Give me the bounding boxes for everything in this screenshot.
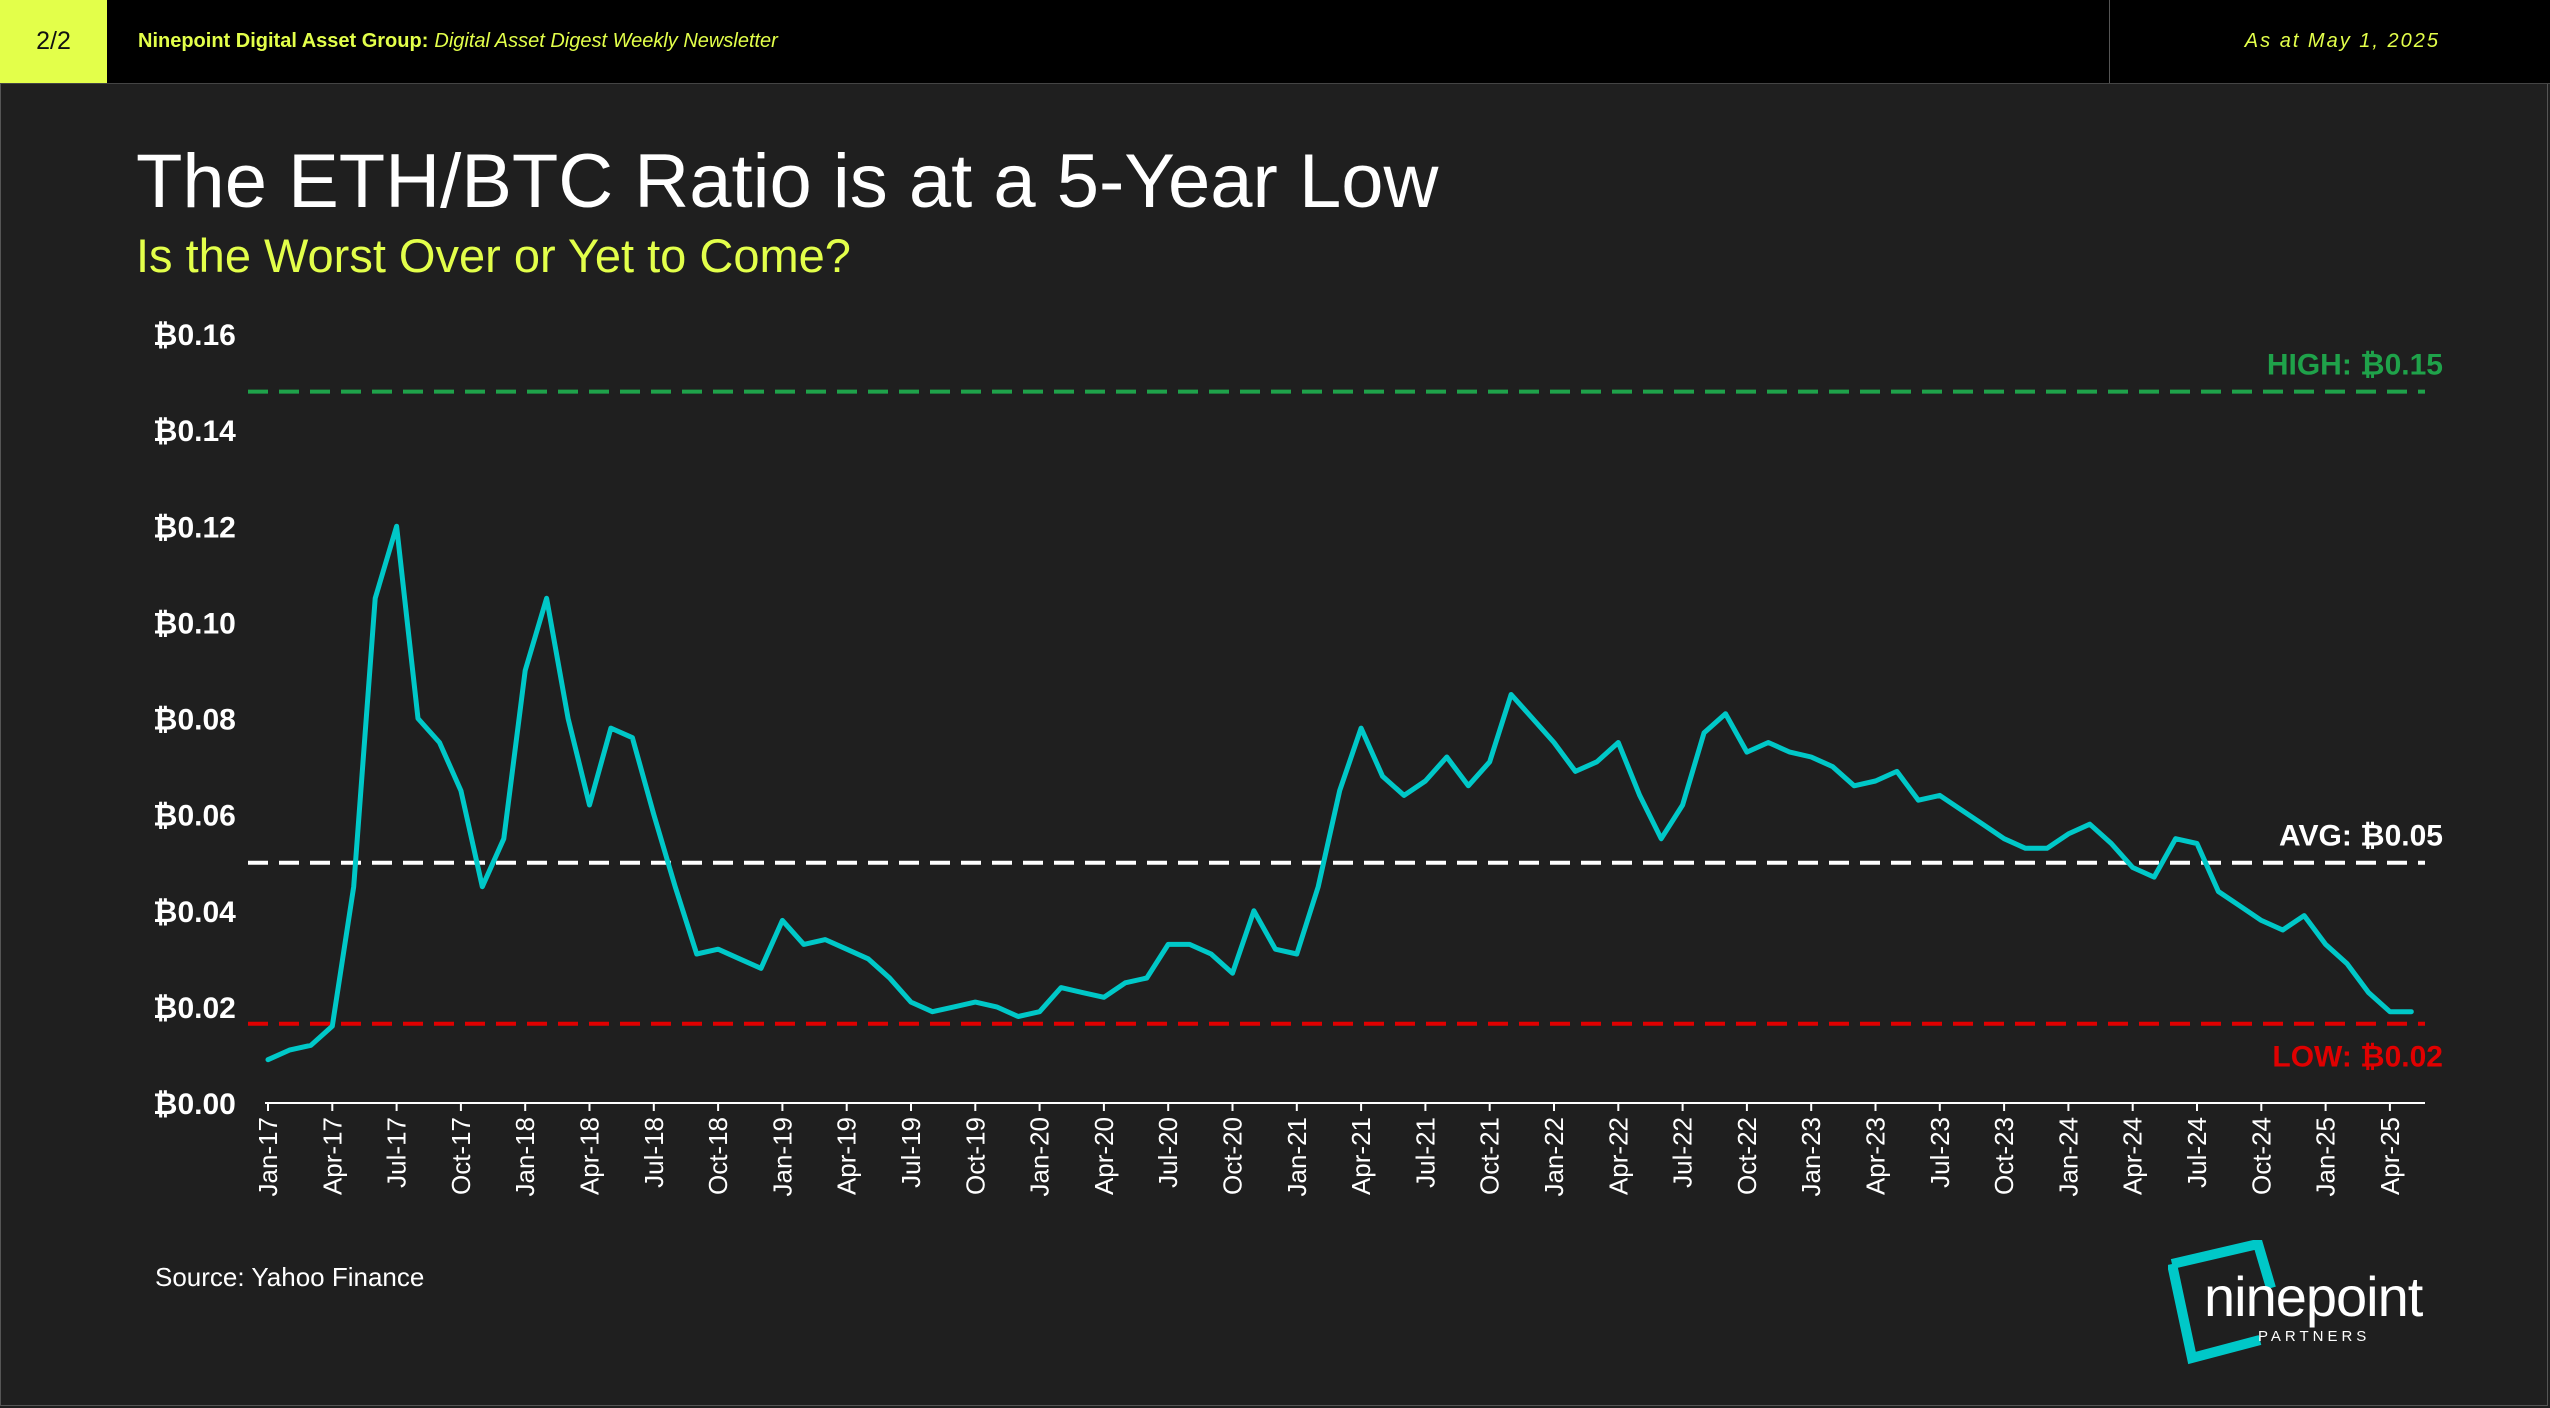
x-tick-label: Oct-20 (1218, 1117, 1248, 1195)
newsletter-title: Ninepoint Digital Asset Group: Digital As… (138, 0, 778, 83)
ninepoint-logo: ninepoint PARTNERS (2168, 1240, 2458, 1365)
x-tick-label: Jan-24 (2053, 1117, 2083, 1197)
header-divider (2109, 0, 2110, 83)
x-tick-label: Oct-22 (1732, 1117, 1762, 1195)
organization-name: Ninepoint Digital Asset Group (138, 30, 422, 52)
x-tick-label: Apr-20 (1089, 1117, 1119, 1195)
x-tick-label: Oct-24 (2246, 1117, 2276, 1195)
header-bar: 2/2 Ninepoint Digital Asset Group: Digita… (0, 0, 2550, 84)
slide-subtitle: Is the Worst Over or Yet to Come? (136, 229, 851, 282)
x-tick-label: Jul-19 (896, 1117, 926, 1188)
y-tick-label: ₿0.12 (153, 511, 236, 544)
x-tick-label: Jan-20 (1025, 1117, 1055, 1197)
x-tick-label: Apr-17 (317, 1117, 347, 1195)
x-tick-label: Jan-18 (510, 1117, 540, 1197)
title-separator: : (421, 30, 429, 52)
y-tick-label: ₿0.10 (153, 607, 236, 640)
reference-label-avg: AVG: ₿0.05 (2279, 820, 2443, 853)
x-tick-label: Oct-23 (1989, 1117, 2019, 1195)
x-tick-label: Apr-25 (2375, 1117, 2405, 1195)
x-tick-label: Jul-22 (1668, 1117, 1698, 1188)
as-at-date: As at May 1, 2025 (2244, 30, 2440, 52)
page-indicator: 2/2 (0, 0, 107, 83)
logo-bracket-icon (2168, 1240, 2276, 1365)
y-tick-label: ₿0.04 (153, 896, 236, 929)
x-tick-label: Oct-21 (1475, 1117, 1505, 1195)
x-tick-label: Jan-23 (1796, 1117, 1826, 1197)
ethbtc-ratio-line (265, 523, 2414, 1063)
y-tick-label: ₿0.06 (153, 800, 236, 833)
y-tick-label: ₿0.02 (153, 992, 236, 1025)
x-tick-label: Apr-22 (1603, 1117, 1633, 1195)
x-tick-label: Jul-24 (2182, 1117, 2212, 1188)
x-tick-label: Jul-17 (382, 1117, 412, 1188)
x-tick-label: Oct-18 (703, 1117, 733, 1195)
x-tick-label: Jul-20 (1153, 1117, 1183, 1188)
x-tick-label: Oct-19 (960, 1117, 990, 1195)
x-tick-label: Apr-23 (1861, 1117, 1891, 1195)
x-tick-label: Apr-21 (1346, 1117, 1376, 1195)
y-tick-label: ₿0.00 (153, 1088, 236, 1121)
x-tick-label: Apr-24 (2118, 1117, 2148, 1195)
x-tick-label: Jan-19 (767, 1117, 797, 1197)
x-tick-label: Jan-17 (253, 1117, 283, 1197)
publication-name: Digital Asset Digest Weekly Newsletter (434, 30, 778, 52)
y-tick-label: ₿0.08 (153, 704, 236, 737)
x-tick-label: Apr-19 (832, 1117, 862, 1195)
reference-label-high: HIGH: ₿0.15 (2267, 349, 2443, 382)
x-tick-label: Jul-18 (639, 1117, 669, 1188)
y-tick-label: ₿0.14 (153, 415, 236, 448)
x-tick-label: Jan-22 (1539, 1117, 1569, 1197)
source-note: Source: Yahoo Finance (155, 1262, 425, 1292)
x-tick-label: Jan-21 (1282, 1117, 1312, 1197)
x-tick-label: Apr-18 (575, 1117, 605, 1195)
logo-wordmark: ninepoint (2204, 1265, 2423, 1328)
slide-title: The ETH/BTC Ratio is at a 5-Year Low (136, 139, 1439, 224)
x-tick-label: Oct-17 (446, 1117, 476, 1195)
x-tick-label: Jul-23 (1925, 1117, 1955, 1188)
x-tick-label: Jan-25 (2311, 1117, 2341, 1197)
x-tick-label: Jul-21 (1410, 1117, 1440, 1188)
reference-label-low: LOW: ₿0.02 (2272, 1041, 2443, 1074)
logo-subtext: PARTNERS (2258, 1328, 2371, 1345)
y-tick-label: ₿0.16 (153, 319, 236, 352)
